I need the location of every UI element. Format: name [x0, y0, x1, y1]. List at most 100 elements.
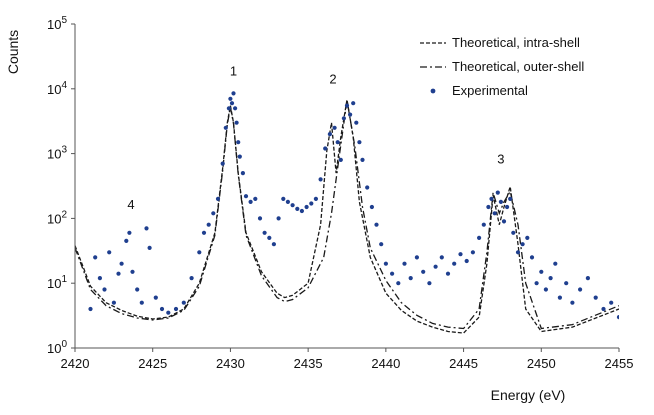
data-point	[233, 106, 238, 111]
data-point	[383, 261, 388, 266]
data-point	[369, 204, 374, 210]
x-tick-label: 2455	[605, 356, 634, 371]
data-point	[276, 216, 281, 221]
data-point	[357, 140, 362, 145]
data-point	[408, 276, 413, 281]
x-tick-label: 2445	[449, 356, 478, 371]
data-point	[234, 120, 239, 125]
data-point	[402, 261, 407, 266]
data-point	[240, 171, 245, 176]
data-point	[248, 199, 253, 204]
y-tick-label: 100	[47, 339, 67, 356]
data-point	[498, 199, 503, 204]
x-axis-label: Energy (eV)	[491, 387, 566, 403]
data-point	[309, 201, 314, 206]
series-line-1	[75, 99, 619, 334]
x-tick-label: 2435	[294, 356, 323, 371]
y-tick-label: 102	[47, 209, 67, 226]
data-point	[271, 242, 276, 247]
data-point	[124, 238, 129, 243]
x-tick-label: 2430	[216, 356, 245, 371]
data-point	[181, 300, 186, 305]
data-point	[585, 276, 591, 281]
data-point	[229, 101, 235, 106]
data-point	[290, 203, 295, 208]
data-point	[226, 106, 231, 111]
data-point	[548, 276, 553, 281]
data-point	[267, 235, 272, 240]
data-point	[304, 204, 309, 210]
data-point	[505, 204, 510, 210]
data-point	[262, 230, 267, 235]
data-point	[97, 276, 102, 281]
data-point	[458, 252, 463, 257]
data-point	[445, 271, 451, 276]
data-point	[201, 230, 207, 235]
data-point	[237, 154, 242, 159]
data-point	[147, 245, 152, 250]
data-point	[616, 315, 619, 320]
legend-swatch-3	[430, 88, 436, 94]
data-point	[543, 287, 549, 292]
data-point	[318, 177, 323, 182]
data-point	[354, 120, 359, 125]
data-point	[525, 235, 530, 240]
data-point	[360, 157, 365, 162]
data-point	[135, 287, 140, 292]
x-tick-label: 2440	[371, 356, 400, 371]
data-point	[464, 258, 469, 264]
data-point	[211, 211, 216, 216]
data-point	[390, 271, 395, 276]
x-tick-label: 2420	[61, 356, 90, 371]
data-point	[351, 101, 356, 106]
data-point	[470, 250, 475, 255]
data-point	[139, 300, 144, 305]
peak-label-3: 3	[497, 152, 504, 167]
axes: 2420 2425 2430 2435 2440 2445 2450 2455 100 101 10…	[5, 15, 633, 403]
peak-label-4: 4	[127, 197, 134, 212]
data-point	[539, 269, 544, 274]
data-point	[508, 196, 513, 201]
data-point	[477, 235, 482, 240]
data-point	[439, 255, 444, 260]
data-point	[119, 261, 124, 266]
data-point	[427, 281, 432, 286]
x-tick-label: 2450	[527, 356, 556, 371]
legend-label-2: Theoretical, outer-shell	[452, 59, 584, 74]
data-point	[116, 271, 121, 276]
data-point	[299, 208, 304, 214]
data-point	[223, 125, 228, 130]
data-point	[323, 146, 328, 151]
data-point	[107, 250, 112, 255]
data-point	[313, 196, 318, 201]
data-point	[189, 276, 194, 281]
data-point	[285, 199, 290, 204]
data-point	[486, 204, 491, 210]
data-point	[231, 91, 236, 96]
data-point	[379, 242, 384, 247]
data-point	[130, 269, 135, 274]
data-point	[102, 287, 107, 292]
annotations: 1 2 3 4	[127, 64, 504, 212]
data-point	[553, 261, 558, 266]
data-point	[197, 250, 202, 255]
series-line-2	[75, 100, 619, 330]
data-point	[332, 125, 337, 130]
y-axis-label: Counts	[5, 30, 21, 74]
data-point	[327, 132, 332, 137]
data-point	[570, 300, 575, 305]
data-point	[348, 112, 353, 117]
data-point	[520, 242, 525, 247]
data-point	[534, 281, 539, 286]
data-point	[243, 194, 249, 199]
data-point	[253, 196, 258, 201]
data-point	[144, 226, 149, 231]
data-point	[215, 196, 221, 201]
data-point	[515, 250, 521, 255]
data-point	[501, 219, 507, 224]
data-point	[452, 261, 457, 266]
data-point	[593, 295, 598, 300]
data-point	[365, 185, 370, 190]
legend-label-3: Experimental	[452, 83, 528, 98]
